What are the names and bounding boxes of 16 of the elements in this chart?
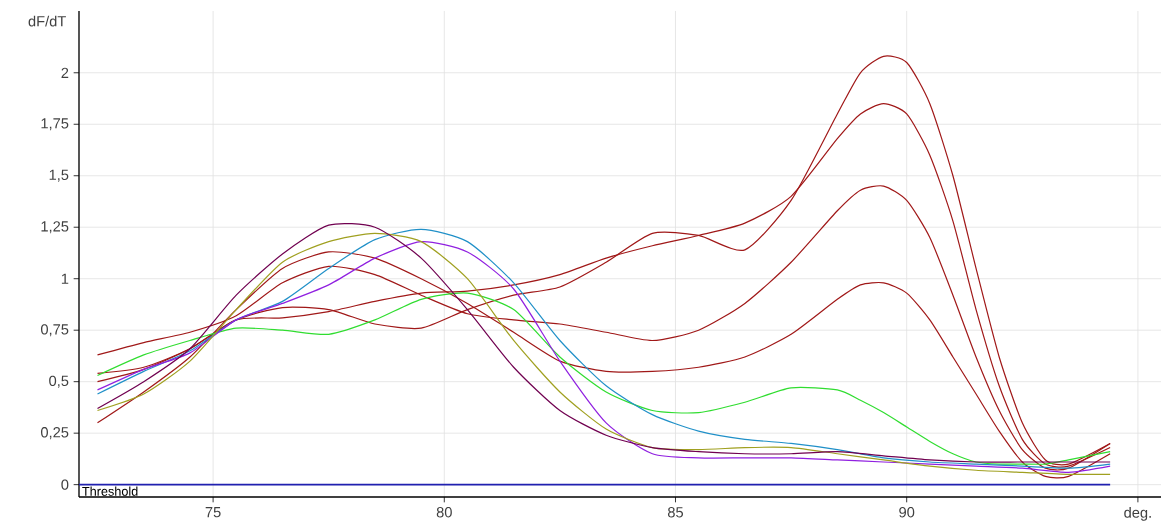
ref-line-label: Threshold — [82, 486, 138, 496]
x-tick-label: 90 — [899, 507, 915, 518]
y-tick-label: 1 — [61, 273, 69, 284]
y-axis-title: dF/dT — [28, 15, 66, 27]
y-tick-label: 0,25 — [40, 427, 69, 440]
y-tick-label: 1,75 — [41, 118, 69, 131]
y-tick-label: 0,5 — [49, 375, 69, 388]
x-tick-label: 85 — [667, 507, 684, 518]
x-tick-label: 80 — [436, 507, 452, 518]
y-tick-label: 1,5 — [49, 169, 69, 182]
y-tick-label: 0,75 — [40, 324, 69, 337]
x-tick-label: 75 — [205, 507, 221, 518]
x-axis-title: deg. — [1124, 507, 1151, 521]
y-tick-label: 1,25 — [41, 221, 69, 234]
y-tick-label: 2 — [61, 67, 69, 78]
y-tick-label: 0 — [61, 479, 69, 490]
